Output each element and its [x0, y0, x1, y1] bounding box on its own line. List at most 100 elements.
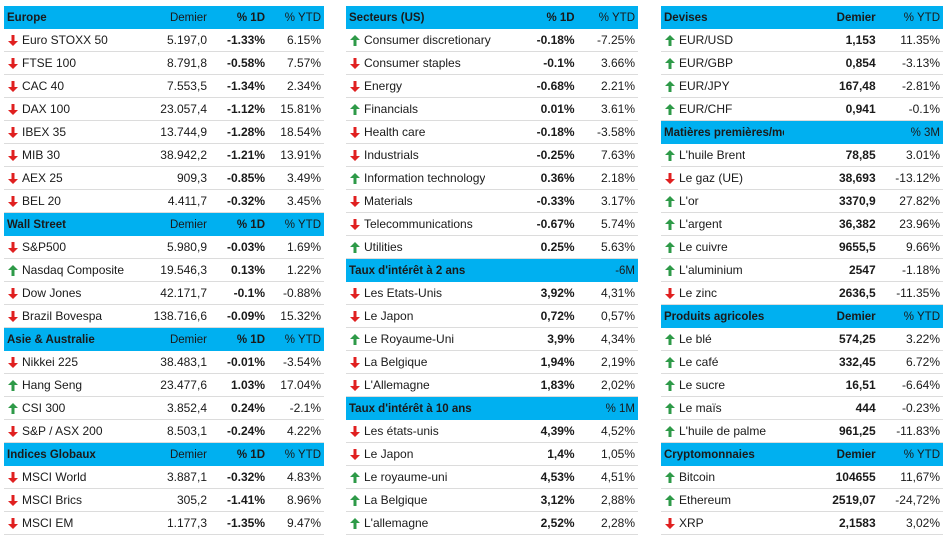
- row-name: Le zinc: [661, 286, 784, 300]
- cell-value: -11.83%: [896, 424, 940, 438]
- cell-value: 3.887,1: [166, 470, 207, 484]
- arrow-up-icon: [661, 333, 679, 345]
- row-label: Le blé: [679, 332, 712, 346]
- row-label: Le maïs: [679, 401, 722, 415]
- column-header: Demier: [169, 11, 207, 24]
- cell-value: 2,88%: [600, 493, 635, 507]
- arrow-down-icon: [346, 149, 364, 161]
- table-row: EUR/JPY 167,48 -2.81%: [661, 75, 943, 98]
- row-name: L'argent: [661, 217, 784, 231]
- cell-value: -0.85%: [226, 171, 265, 185]
- row-label: Le cuivre: [679, 240, 728, 254]
- cell-value: 36,382: [838, 217, 876, 231]
- section-header-europe: Europe Demier % 1D % YTD: [4, 6, 324, 29]
- cell-value: 78,85: [845, 148, 876, 162]
- section-title: Devises: [664, 11, 708, 24]
- cell-value: 9.47%: [286, 516, 321, 530]
- row-name: L'huile Brent: [661, 148, 784, 162]
- section-title: Indices Globaux: [7, 448, 96, 461]
- row-name: Ethereum: [661, 493, 784, 507]
- row-label: BEL 20: [22, 194, 61, 208]
- row-label: Health care: [364, 125, 426, 139]
- arrow-down-icon: [346, 57, 364, 69]
- row-label: Hang Seng: [22, 378, 83, 392]
- cell-value: 1.03%: [230, 378, 265, 392]
- table-row: Dow Jones 42.171,7 -0.1% -0.88%: [4, 282, 324, 305]
- row-name: EUR/USD: [661, 33, 784, 47]
- section-header-produits-agricoles: Produits agricoles Demier % YTD: [661, 305, 943, 328]
- table-row: MIB 30 38.942,2 -1.21% 13.91%: [4, 144, 324, 167]
- row-name: Health care: [346, 125, 512, 139]
- row-label: Le Royaume-Uni: [364, 332, 455, 346]
- cell-value: 8.96%: [286, 493, 321, 507]
- section-header-secteurs-us: Secteurs (US) % 1D % YTD: [346, 6, 638, 29]
- row-name: CSI 300: [4, 401, 140, 415]
- arrow-up-icon: [661, 402, 679, 414]
- column-header: % YTD: [284, 218, 321, 231]
- cell-value: -6.64%: [901, 378, 940, 392]
- cell-value: -2.81%: [901, 79, 940, 93]
- section-title: Produits agricoles: [664, 310, 765, 323]
- cell-value: 1,153: [845, 33, 876, 47]
- row-name: Hang Seng: [4, 378, 140, 392]
- row-label: Euro STOXX 50: [22, 33, 108, 47]
- row-label: L'or: [679, 194, 699, 208]
- row-label: Nasdaq Composite: [22, 263, 125, 277]
- table-row: MSCI World 3.887,1 -0.32% 4.83%: [4, 466, 324, 489]
- table-row: Le gaz (UE) 38,693 -13.12%: [661, 167, 943, 190]
- row-label: MSCI Brics: [22, 493, 82, 507]
- table-row: Materials -0.33% 3.17%: [346, 190, 638, 213]
- row-name: Industrials: [346, 148, 512, 162]
- cell-value: 305,2: [176, 493, 207, 507]
- cell-value: 23.96%: [899, 217, 940, 231]
- cell-value: -0.1%: [908, 102, 940, 116]
- row-label: L'huile Brent: [679, 148, 746, 162]
- row-name: Energy: [346, 79, 512, 93]
- arrow-up-icon: [346, 517, 364, 529]
- cell-value: 27.82%: [899, 194, 940, 208]
- table-row: Utilities 0.25% 5.63%: [346, 236, 638, 259]
- row-label: La Belgique: [364, 493, 428, 507]
- cell-value: 2,19%: [600, 355, 635, 369]
- arrow-down-icon: [4, 126, 22, 138]
- cell-value: 0.25%: [540, 240, 575, 254]
- row-label: Brazil Bovespa: [22, 309, 103, 323]
- row-name: S&P500: [4, 240, 140, 254]
- cell-value: 3.61%: [600, 102, 635, 116]
- cell-value: 3,02%: [905, 516, 940, 530]
- cell-value: -3.58%: [596, 125, 635, 139]
- cell-value: 7.63%: [600, 148, 635, 162]
- arrow-down-icon: [4, 425, 22, 437]
- panel-sectors-rates: Secteurs (US) % 1D % YTD Consumer discretio…: [346, 6, 638, 535]
- row-name: Le Japon: [346, 309, 512, 323]
- cell-value: 4,34%: [600, 332, 635, 346]
- arrow-down-icon: [4, 57, 22, 69]
- row-label: Dow Jones: [22, 286, 82, 300]
- row-label: Information technology: [364, 171, 486, 185]
- cell-value: -0.01%: [226, 355, 265, 369]
- row-label: Materials: [364, 194, 413, 208]
- table-row: S&P / ASX 200 8.503,1 -0.24% 4.22%: [4, 420, 324, 443]
- arrow-down-icon: [346, 218, 364, 230]
- row-label: Consumer discretionary: [364, 33, 491, 47]
- table-row: Les états-unis 4,39% 4,52%: [346, 420, 638, 443]
- row-label: Le Japon: [364, 309, 414, 323]
- row-name: MSCI EM: [4, 516, 140, 530]
- cell-value: 7.553,5: [166, 79, 207, 93]
- table-row: Telecommunications -0.67% 5.74%: [346, 213, 638, 236]
- row-name: L'allemagne: [346, 516, 512, 530]
- table-row: EUR/CHF 0,941 -0.1%: [661, 98, 943, 121]
- cell-value: -0.24%: [226, 424, 265, 438]
- row-name: EUR/GBP: [661, 56, 784, 70]
- cell-value: 1,4%: [547, 447, 575, 461]
- cell-value: 4,52%: [600, 424, 635, 438]
- row-name: L'Allemagne: [346, 378, 512, 392]
- section-header-taux-d-interet-a-10-ans: Taux d'intérêt à 10 ans % 1M: [346, 397, 638, 420]
- table-row: Euro STOXX 50 5.197,0 -1.33% 6.15%: [4, 29, 324, 52]
- row-label: La Belgique: [364, 355, 428, 369]
- cell-value: -3.13%: [901, 56, 940, 70]
- row-label: EUR/USD: [679, 33, 734, 47]
- section-title: Cryptomonnaies: [664, 448, 755, 461]
- cell-value: -0.09%: [226, 309, 265, 323]
- arrow-up-icon: [661, 34, 679, 46]
